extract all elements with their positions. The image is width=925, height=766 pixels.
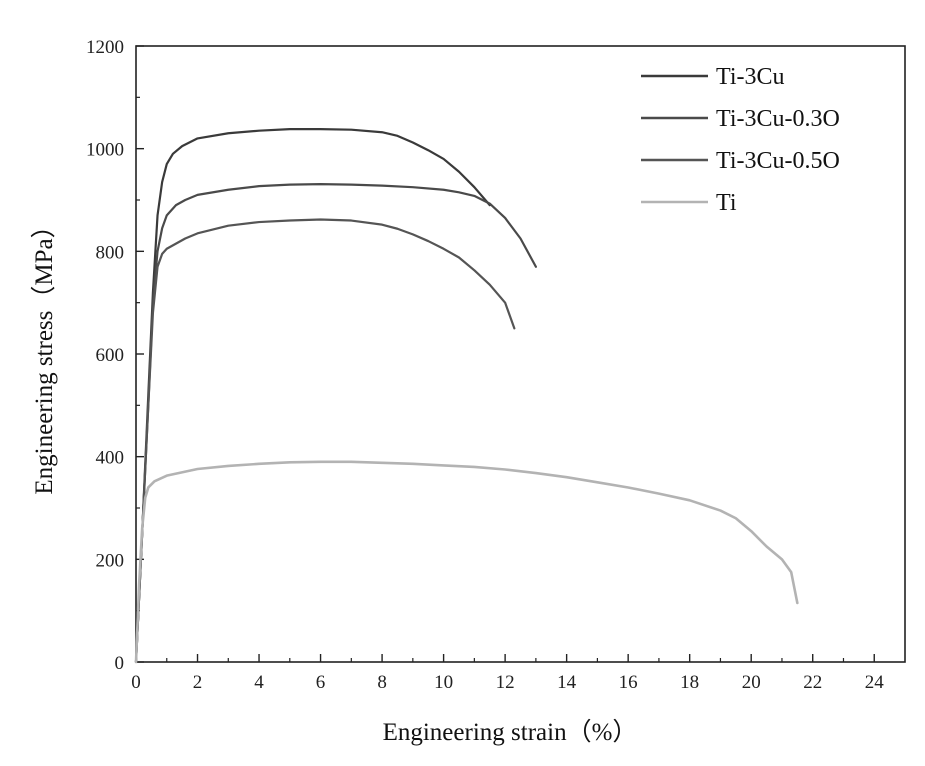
x-tick-label: 12 — [496, 672, 515, 693]
x-tick-label: 14 — [557, 672, 577, 693]
x-tick-label: 4 — [254, 672, 264, 693]
y-axis-title: Engineering stress（MPa） — [30, 213, 58, 494]
x-tick-label: 16 — [619, 672, 638, 693]
x-axis-title: Engineering strain（%） — [383, 718, 638, 746]
x-tick-label: 6 — [316, 672, 326, 693]
legend-label: Ti — [716, 190, 737, 216]
legend-label: Ti-3Cu — [716, 64, 784, 90]
legend-label: Ti-3Cu-0.5O — [716, 148, 840, 174]
x-tick-label: 20 — [742, 672, 761, 693]
x-tick-label: 2 — [193, 672, 203, 693]
y-tick-label: 600 — [96, 345, 125, 366]
x-tick-label: 0 — [131, 672, 141, 693]
y-tick-label: 0 — [115, 653, 125, 674]
x-tick-label: 8 — [377, 672, 387, 693]
x-tick-label: 18 — [680, 672, 699, 693]
x-tick-label: 10 — [434, 672, 453, 693]
y-tick-label: 400 — [96, 448, 125, 469]
y-tick-label: 1000 — [86, 140, 124, 161]
stress-strain-chart: 024681012141618202224 020040060080010001… — [0, 0, 925, 766]
y-tick-label: 1200 — [86, 37, 124, 58]
y-tick-label: 800 — [96, 242, 125, 263]
x-tick-label: 22 — [803, 672, 822, 693]
x-tick-label: 24 — [865, 672, 885, 693]
legend-label: Ti-3Cu-0.3O — [716, 106, 840, 132]
y-tick-label: 200 — [96, 550, 125, 571]
